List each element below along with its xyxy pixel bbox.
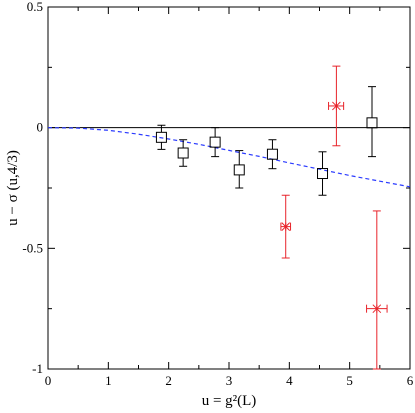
x-tick-label: 5 [346,373,353,388]
y-tick-label: 0 [37,120,44,135]
square-data-point [209,136,221,148]
y-tick-label: 0.5 [27,0,43,14]
x-tick-label: 6 [407,373,414,388]
x-tick-label: 3 [226,373,233,388]
square-data-point [233,164,245,176]
square-data-point [317,168,329,180]
square-data-point [366,117,378,129]
y-tick-label: -0.5 [22,240,43,255]
fit-curve-dashed [47,127,411,188]
y-tick-label: -1 [32,361,43,376]
x-tick-label: 4 [286,373,293,388]
x-tick-label: 0 [45,373,52,388]
plot-frame [47,6,411,370]
square-data-point [177,147,189,159]
x-axis-title: u = g²(L) [202,393,257,409]
x-tick-label: 1 [105,373,112,388]
x-tick-label: 2 [165,373,172,388]
square-data-point [266,148,278,160]
y-axis-title: u − σ (u,4/3) [5,150,21,226]
square-data-point [155,131,167,143]
